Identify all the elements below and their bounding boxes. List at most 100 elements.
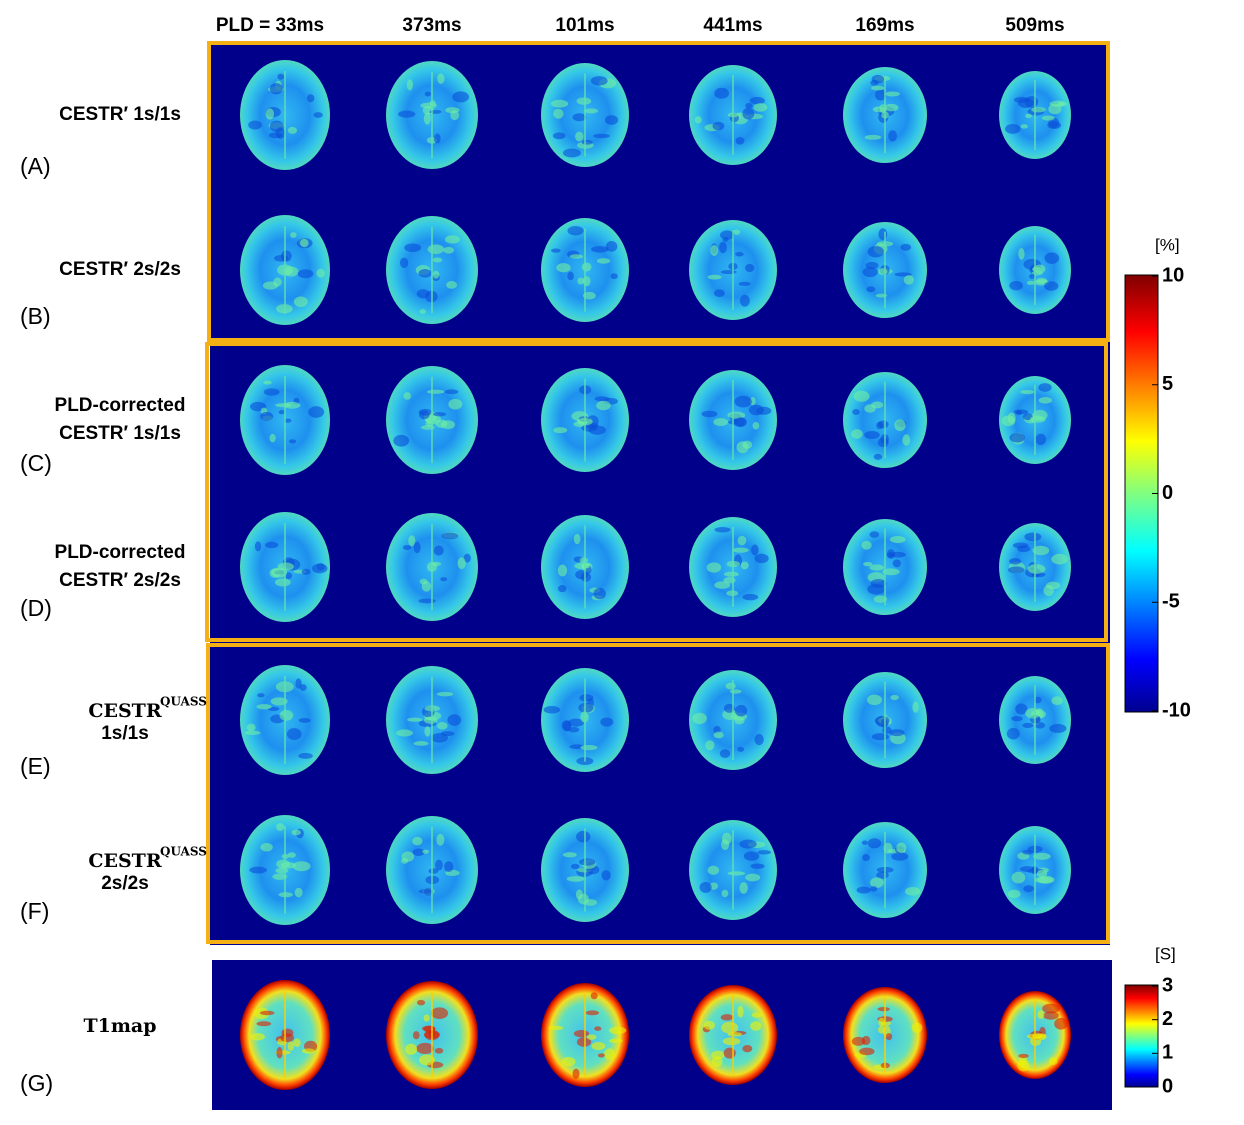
brain-texture — [437, 73, 445, 84]
brain-texture — [1038, 383, 1052, 392]
brain-texture — [886, 549, 896, 559]
brain-texture — [711, 1050, 725, 1060]
brain-texture — [851, 1036, 866, 1046]
brain-texture — [594, 396, 610, 402]
brain-texture — [1051, 696, 1063, 706]
brain-texture — [583, 899, 598, 906]
colorbar-tick-label: 0 — [1162, 1075, 1173, 1097]
column-header: 509ms — [1005, 15, 1064, 36]
brain-texture — [246, 723, 256, 732]
brain-texture — [316, 563, 325, 571]
brain-texture — [445, 235, 460, 244]
brain-texture — [889, 729, 905, 737]
brain-texture — [427, 244, 445, 254]
brain-texture — [448, 398, 463, 410]
brain-texture — [694, 116, 702, 124]
brain-texture — [864, 404, 876, 413]
brain-texture — [287, 1041, 295, 1051]
brain-texture — [399, 257, 409, 269]
brain-texture — [298, 752, 313, 759]
brain-texture — [276, 823, 285, 831]
brain-texture — [1034, 696, 1042, 704]
brain-texture — [877, 268, 888, 276]
group-box — [206, 643, 1110, 944]
brain-texture — [406, 79, 413, 91]
brain-texture — [1009, 558, 1022, 565]
brain-texture — [734, 395, 752, 408]
brain-texture — [732, 547, 749, 553]
brain-texture — [444, 389, 459, 395]
group-box — [207, 41, 1110, 342]
brain-texture — [432, 270, 440, 279]
brain-texture — [1009, 432, 1026, 443]
brain-texture — [550, 248, 561, 253]
brain-texture — [265, 108, 275, 120]
colorbar-tick-label: 0 — [1162, 482, 1173, 504]
row-label-superscript: QUASS — [160, 695, 207, 709]
brain-texture — [575, 131, 584, 142]
brain-texture — [434, 859, 443, 871]
brain-texture — [287, 126, 298, 134]
brain-texture — [862, 267, 878, 278]
brain-texture — [572, 113, 587, 122]
brain-texture — [861, 840, 868, 845]
column-header: 101ms — [555, 15, 614, 36]
brain-texture — [562, 148, 581, 158]
brain-texture — [553, 108, 564, 119]
brain-texture — [256, 704, 272, 710]
brain-texture — [1009, 280, 1023, 291]
brain-texture — [568, 726, 580, 733]
brain-texture — [1018, 248, 1025, 260]
brain-texture — [274, 254, 289, 262]
brain-texture — [701, 410, 718, 418]
brain-texture — [572, 1068, 580, 1079]
brain-texture — [593, 133, 610, 139]
brain-texture — [892, 559, 901, 568]
brain-texture — [1034, 876, 1053, 884]
brain-texture — [1020, 389, 1035, 395]
brain-texture — [577, 277, 585, 285]
brain-texture — [260, 842, 273, 852]
brain-texture — [419, 578, 428, 585]
brain-texture — [707, 865, 720, 875]
brain-texture — [419, 309, 427, 315]
brain-texture — [550, 99, 569, 108]
brain-texture — [877, 1007, 890, 1012]
brain-texture — [416, 289, 430, 299]
brain-texture — [867, 246, 884, 258]
panel-letter: (C) — [20, 450, 52, 476]
brain-texture — [699, 881, 712, 893]
brain-texture — [1035, 433, 1047, 446]
brain-texture — [852, 409, 860, 415]
brain-texture — [737, 1005, 744, 1018]
brain-texture — [710, 244, 719, 257]
brain-texture — [284, 418, 292, 423]
brain-texture — [874, 89, 887, 101]
brain-texture — [873, 595, 888, 603]
brain-texture — [570, 863, 580, 870]
brain-texture — [1032, 852, 1051, 860]
brain-texture — [418, 410, 430, 420]
brain-texture — [257, 693, 265, 698]
brain-texture — [423, 1014, 430, 1022]
brain-texture — [313, 112, 323, 118]
brain-texture — [299, 684, 307, 691]
brain-texture — [584, 108, 598, 114]
brain-texture — [735, 251, 744, 257]
brain-texture — [853, 390, 870, 402]
brain-texture — [904, 887, 921, 896]
brain-texture — [567, 226, 584, 236]
brain-texture — [601, 870, 611, 881]
brain-texture — [293, 296, 308, 308]
brain-texture — [719, 241, 727, 254]
brain-texture — [591, 246, 609, 253]
brain-texture — [721, 889, 729, 898]
brain-texture — [579, 858, 596, 866]
brain-texture — [884, 103, 899, 112]
brain-texture — [556, 262, 571, 273]
brain-texture — [871, 733, 889, 741]
brain-texture — [283, 266, 299, 277]
brain-texture — [249, 866, 267, 874]
brain-texture — [423, 112, 431, 125]
brain-texture — [1036, 870, 1048, 878]
